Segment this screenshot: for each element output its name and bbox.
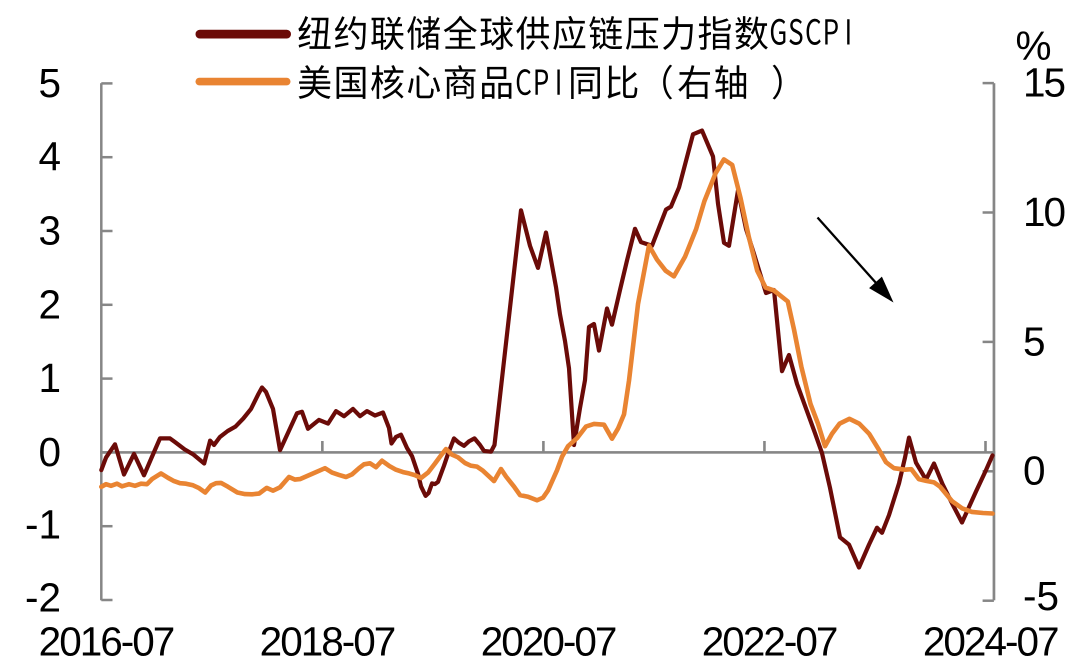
svg-text:2016-07: 2016-07 — [39, 619, 174, 665]
svg-text:0: 0 — [1023, 447, 1046, 493]
svg-text:15: 15 — [1023, 60, 1065, 106]
svg-text:4: 4 — [38, 134, 61, 180]
svg-text:0: 0 — [38, 429, 61, 475]
svg-text:-1: -1 — [25, 502, 61, 548]
svg-text:3: 3 — [38, 208, 61, 254]
svg-text:5: 5 — [1023, 319, 1046, 365]
svg-text:5: 5 — [38, 60, 61, 106]
svg-text:1: 1 — [38, 355, 61, 401]
svg-text:%: % — [1016, 23, 1052, 69]
svg-text:-2: -2 — [25, 575, 61, 621]
svg-text:2022-07: 2022-07 — [702, 619, 837, 665]
svg-text:10: 10 — [1023, 189, 1065, 235]
svg-text:2018-07: 2018-07 — [260, 619, 395, 665]
svg-text:2: 2 — [38, 281, 61, 327]
svg-text:2024-07: 2024-07 — [923, 619, 1058, 665]
svg-text:2020-07: 2020-07 — [481, 619, 616, 665]
svg-text:-5: -5 — [1023, 573, 1059, 619]
